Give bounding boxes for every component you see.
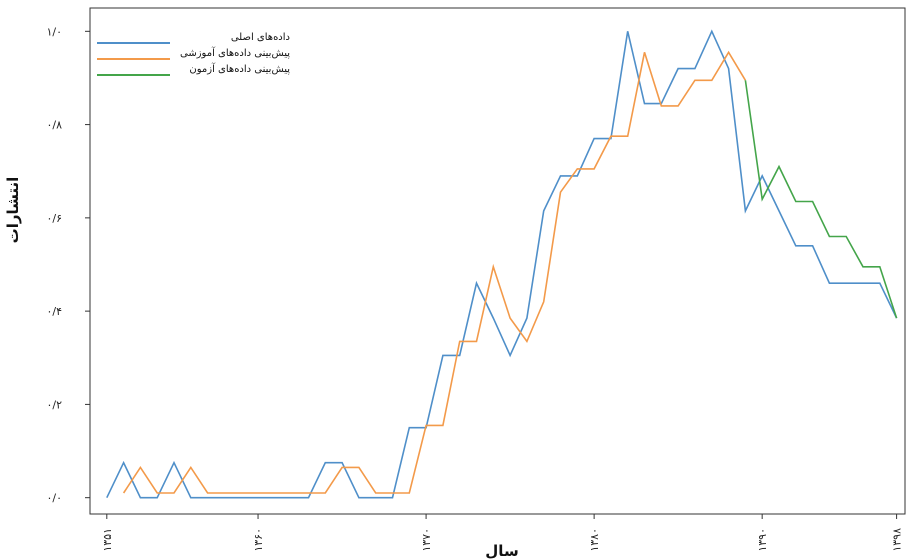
x-axis-title: سال [485, 542, 518, 559]
y-tick-label: ۱/۰ [46, 25, 62, 38]
y-tick-label: ۰/۴ [46, 305, 62, 318]
x-tick-label: ۱۳۹۸ [891, 528, 904, 552]
y-axis-ticks: ۰/۰ ۰/۲ ۰/۴ ۰/۶ ۰/۸ ۱/۰ [46, 25, 90, 505]
plot-frame [89, 7, 906, 515]
y-tick-label: ۰/۸ [46, 119, 62, 132]
y-tick-label: ۰/۶ [46, 212, 62, 225]
y-tick-label: ۰/۲ [46, 398, 62, 411]
x-axis-ticks: ۱۳۵۱ ۱۳۶۰ ۱۳۷۰ ۱۳۸۰ ۱۳۹۰ ۱۳۹۸ [101, 514, 904, 552]
legend-label: پیش‌بینی داده‌های آزمون [189, 62, 290, 75]
x-tick-label: ۱۳۸۰ [588, 528, 601, 552]
series-line-1 [106, 29, 898, 499]
y-axis-title: انتشارات [4, 177, 22, 244]
x-tick-label: ۱۳۶۰ [252, 528, 265, 552]
legend-label: داده‌های اصلی [231, 32, 290, 43]
legend-label: پیش‌بینی داده‌های آموزشی [180, 46, 290, 59]
series-line-2 [122, 50, 747, 494]
series-line-3 [744, 80, 898, 319]
x-tick-label: ۱۳۹۰ [756, 528, 769, 552]
x-tick-label: ۱۳۷۰ [420, 528, 433, 552]
y-tick-label: ۰/۰ [46, 492, 62, 505]
series-lines [106, 29, 898, 499]
x-tick-label: ۱۳۵۱ [101, 528, 114, 552]
legend: داده‌های اصلی پیش‌بینی داده‌های آموزشی پیش… [97, 32, 290, 76]
